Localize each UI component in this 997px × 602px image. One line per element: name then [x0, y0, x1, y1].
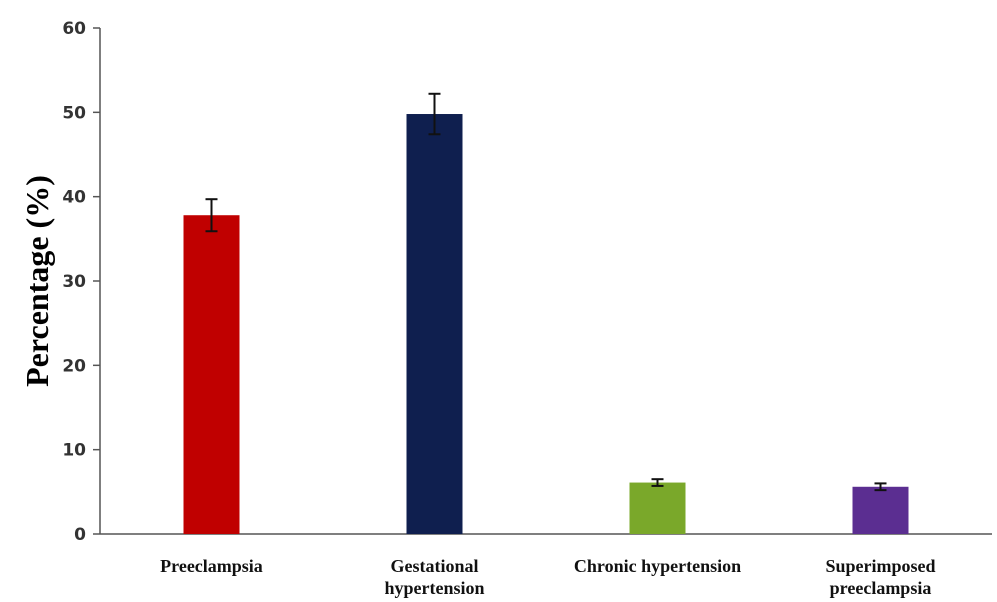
y-tick-label: 0 [74, 525, 86, 545]
category-label: Preeclampsia [160, 556, 263, 576]
category-label: Superimposed preeclampsia [825, 556, 935, 598]
category-labels: Preeclampsia Gestational hypertension Chron… [160, 556, 935, 598]
y-tick-label: 60 [62, 19, 86, 39]
bar [406, 114, 463, 535]
y-tick-label: 50 [62, 103, 86, 123]
category-label: Chronic hypertension [574, 556, 741, 576]
category-label: Gestational hypertension [384, 556, 484, 598]
error-bars [205, 92, 887, 492]
bar [183, 215, 240, 534]
y-tick-label: 20 [62, 356, 86, 376]
y-tick-label: 40 [62, 188, 86, 208]
y-axis-title: Percentage (%) [19, 175, 55, 387]
bars [183, 114, 909, 535]
y-tick-label: 10 [62, 441, 86, 461]
y-ticks: 0 10 20 30 40 50 60 [62, 19, 100, 545]
bar [629, 482, 686, 534]
y-tick-label: 30 [62, 272, 86, 292]
bar [852, 486, 909, 534]
